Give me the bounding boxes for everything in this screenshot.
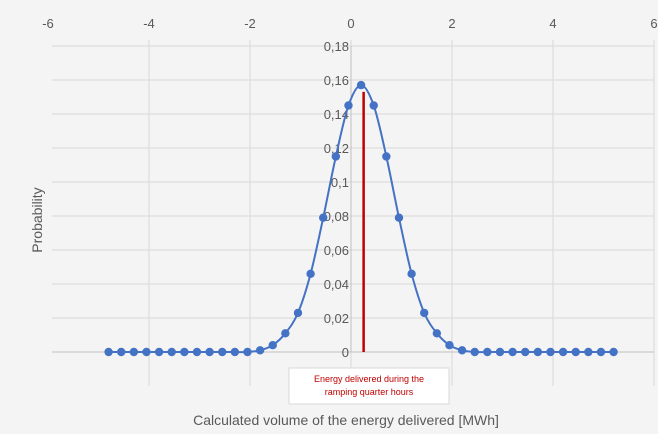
data-point xyxy=(142,347,151,357)
annotation-box-rect xyxy=(288,367,450,405)
y-tick-label: 0,08 xyxy=(324,209,349,224)
data-point xyxy=(420,308,429,318)
y-tick-label: 0,04 xyxy=(324,277,349,292)
data-point xyxy=(571,347,580,357)
data-point xyxy=(180,347,189,357)
x-tick-label: -4 xyxy=(143,16,155,31)
x-tick-label: 6 xyxy=(650,16,657,31)
data-point xyxy=(117,347,126,357)
y-tick-label: 0,1 xyxy=(331,175,349,190)
y-tick-label: 0,06 xyxy=(324,243,349,258)
y-tick-label: 0,02 xyxy=(324,311,349,326)
gridlines xyxy=(52,40,655,386)
data-point xyxy=(331,152,341,161)
data-point xyxy=(192,347,202,357)
data-point xyxy=(609,347,618,357)
data-point xyxy=(104,347,113,357)
data-point xyxy=(470,347,479,357)
data-point xyxy=(596,347,606,357)
data-point xyxy=(495,347,505,357)
data-point xyxy=(167,347,176,357)
annotation-box: Energy delivered during the ramping quar… xyxy=(288,367,450,405)
data-point xyxy=(369,101,378,110)
x-axis-title: Calculated volume of the energy delivere… xyxy=(193,412,499,428)
data-point xyxy=(255,346,265,355)
x-axis-ticks: -6 -4 -2 0 2 4 6 xyxy=(42,16,657,31)
annotation-line-1: Energy delivered during the xyxy=(314,374,424,384)
x-tick-label: -6 xyxy=(42,16,54,31)
y-axis-title: Probability xyxy=(29,187,45,252)
data-point xyxy=(129,347,139,357)
data-point xyxy=(344,101,353,110)
data-point xyxy=(457,346,467,355)
data-point xyxy=(445,341,454,350)
series-points xyxy=(104,80,618,357)
data-point xyxy=(205,347,214,357)
y-tick-label: 0,14 xyxy=(324,107,349,122)
data-point xyxy=(533,347,543,357)
data-point xyxy=(306,269,315,278)
data-point xyxy=(432,329,442,338)
data-point xyxy=(546,347,555,357)
series-line xyxy=(108,84,614,354)
data-point xyxy=(218,347,227,357)
data-point xyxy=(558,347,568,357)
data-point xyxy=(521,347,530,357)
data-point xyxy=(356,80,366,90)
y-tick-label: 0,16 xyxy=(324,73,349,88)
data-point xyxy=(230,347,240,357)
data-point xyxy=(243,347,252,357)
x-tick-label: 0 xyxy=(347,16,354,31)
series-curve xyxy=(108,84,614,354)
data-point xyxy=(319,213,328,222)
y-tick-label: 0,12 xyxy=(324,141,349,156)
x-tick-label: 2 xyxy=(448,16,455,31)
x-tick-label: -2 xyxy=(244,16,256,31)
y-axis-ticks: 0 0,02 0,04 0,06 0,08 0,1 0,12 0,14 0,16 0,18 xyxy=(324,39,349,360)
x-tick-label: 4 xyxy=(549,16,556,31)
data-point xyxy=(394,213,404,222)
data-point xyxy=(483,347,492,357)
y-tick-label: 0,18 xyxy=(324,39,349,54)
data-point xyxy=(268,341,277,350)
y-tick-label: 0 xyxy=(342,345,349,360)
data-point xyxy=(584,347,593,357)
data-point xyxy=(407,269,416,278)
annotation-line-2: ramping quarter hours xyxy=(325,387,414,397)
data-point xyxy=(508,347,517,357)
data-point xyxy=(382,152,391,161)
data-point xyxy=(154,347,164,357)
data-point xyxy=(281,329,290,338)
data-point xyxy=(293,308,303,318)
